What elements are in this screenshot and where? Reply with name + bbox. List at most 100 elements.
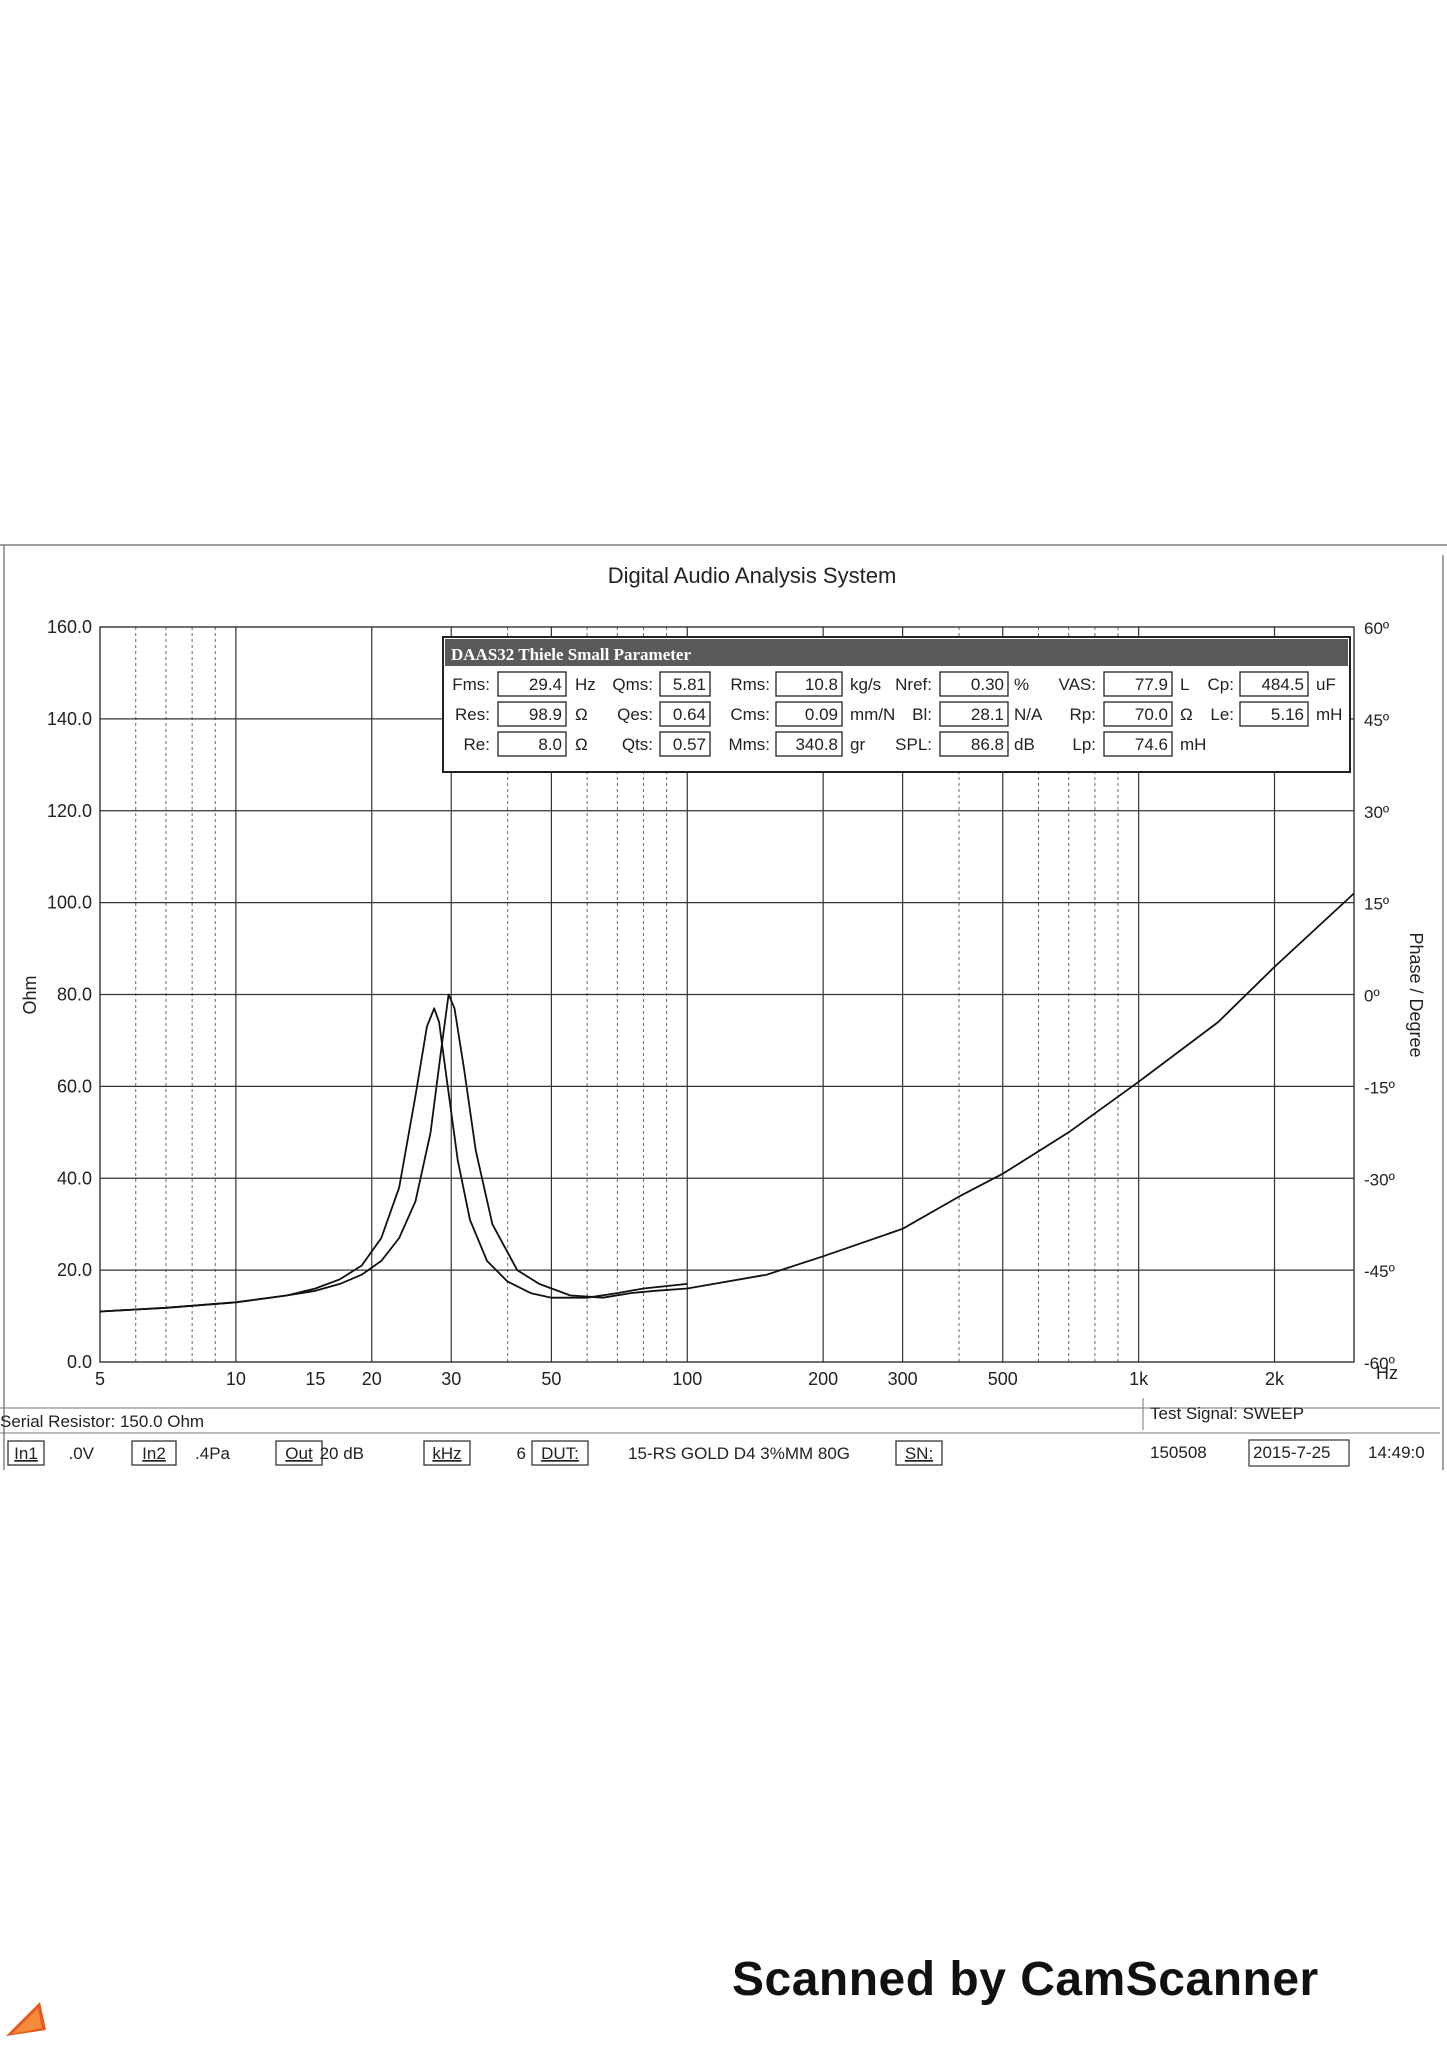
x-tick-label: 5 (95, 1369, 105, 1389)
test-signal: Test Signal: SWEEP (1150, 1404, 1304, 1423)
param-name: Lp: (1072, 735, 1096, 754)
impedance-curves (99, 892, 1355, 1313)
param-name: Mms: (728, 735, 770, 754)
param-unit: Hz (575, 675, 596, 694)
param-unit: N/A (1014, 705, 1043, 724)
footer-button-label: In1 (14, 1444, 38, 1463)
phase-tick-label: 15º (1364, 895, 1389, 914)
param-value: 0.57 (673, 735, 706, 754)
param-value: 28.1 (971, 705, 1004, 724)
param-value-box (1103, 731, 1173, 757)
param-value-box (659, 671, 711, 697)
footer-button[interactable] (895, 1440, 943, 1466)
y-tick-label: 160.0 (47, 617, 92, 637)
param-name: Re: (464, 735, 490, 754)
date-field: 2015-7-25 (1253, 1443, 1331, 1462)
param-value-box (1239, 671, 1309, 697)
param-unit: kg/s (850, 675, 881, 694)
footer-button[interactable] (131, 1440, 177, 1466)
param-name: Res: (455, 705, 490, 724)
y-tick-label: 120.0 (47, 801, 92, 821)
footer-value: 20 dB (320, 1444, 364, 1463)
footer-value: 6 (517, 1444, 526, 1463)
param-value-box (497, 671, 567, 697)
param-name: Qes: (617, 705, 653, 724)
phase-tick-label: 30º (1364, 803, 1389, 822)
param-name: Le: (1210, 705, 1234, 724)
param-value-box (1103, 671, 1173, 697)
param-unit: uF (1316, 675, 1336, 694)
param-value: 340.8 (795, 735, 838, 754)
footer-button-label: SN: (905, 1444, 933, 1463)
camscanner-logo-icon (4, 1998, 48, 2042)
param-name: Qts: (622, 735, 653, 754)
y-tick-label: 40.0 (57, 1168, 92, 1188)
phase-axis-tick-labels: -60º -45º -30º -15º 0º 15º 30º 45º 60º (1364, 619, 1395, 1373)
param-value: 74.6 (1135, 735, 1168, 754)
y-tick-label: 100.0 (47, 893, 92, 913)
footer-button[interactable] (7, 1440, 45, 1466)
param-value-box (939, 731, 1009, 757)
param-name: Rms: (730, 675, 770, 694)
x-tick-label: 30 (441, 1369, 461, 1389)
param-unit: dB (1014, 735, 1035, 754)
x-tick-label: 20 (362, 1369, 382, 1389)
impedance-curve-2 (99, 892, 1355, 1313)
param-value: 8.0 (538, 735, 562, 754)
footer-value: .0V (68, 1444, 94, 1463)
param-value-box (1103, 701, 1173, 727)
impedance-curve-1 (99, 1007, 688, 1313)
y-tick-label: 20.0 (57, 1260, 92, 1280)
param-name: Fms: (452, 675, 490, 694)
x-tick-label: 200 (808, 1369, 838, 1389)
param-value: 29.4 (529, 675, 562, 694)
window-title: Digital Audio Analysis System (608, 563, 897, 588)
footer-button[interactable] (531, 1440, 589, 1466)
param-value: 10.8 (805, 675, 838, 694)
param-name: VAS: (1059, 675, 1096, 694)
footer-button[interactable] (275, 1440, 323, 1466)
panel-title: DAAS32 Thiele Small Parameter (451, 645, 691, 664)
y-axis-tick-labels: 0.0 20.0 40.0 60.0 80.0 100.0 120.0 140.0 160.0 (47, 617, 92, 1372)
phase-tick-label: 45º (1364, 711, 1389, 730)
param-value-box (497, 701, 567, 727)
param-value-box (775, 701, 843, 727)
param-value-box (939, 671, 1009, 697)
param-value-box (775, 671, 843, 697)
param-value-box (659, 701, 711, 727)
param-value: 0.64 (673, 705, 706, 724)
param-name: Qms: (612, 675, 653, 694)
footer-button-label: DUT: (541, 1444, 579, 1463)
panel-title-bar (445, 639, 1348, 666)
param-name: Cms: (730, 705, 770, 724)
time-field: 14:49:0 (1368, 1443, 1425, 1462)
param-unit: gr (850, 735, 865, 754)
horizontal-gridlines (100, 718, 1354, 1271)
x-axis-unit: Hz (1376, 1363, 1398, 1383)
param-value: 70.0 (1135, 705, 1168, 724)
x-tick-label: 15 (305, 1369, 325, 1389)
param-value-box (775, 731, 843, 757)
param-unit: mH (1316, 705, 1342, 724)
param-value: 0.30 (971, 675, 1004, 694)
footer-button-label: kHz (432, 1444, 461, 1463)
footer-button-label: Out (285, 1444, 313, 1463)
phase-tick-label: 0º (1364, 987, 1380, 1006)
x-tick-label: 50 (541, 1369, 561, 1389)
phase-tick-label: -45º (1364, 1262, 1395, 1281)
phase-axis-label: Phase / Degree (1406, 932, 1426, 1057)
param-unit: % (1014, 675, 1029, 694)
param-value-box (659, 731, 711, 757)
impedance-chart: 0.020.040.060.080.0100.0120.0140.0160.0 … (20, 617, 1426, 1389)
y-tick-label: 0.0 (67, 1352, 92, 1372)
param-unit: mm/N (850, 705, 895, 724)
phase-tick-label: -60º (1364, 1354, 1395, 1373)
footer-button[interactable] (423, 1440, 471, 1466)
param-value: 77.9 (1135, 675, 1168, 694)
x-tick-label: 2k (1265, 1369, 1285, 1389)
param-value-box (1239, 701, 1309, 727)
param-value: 5.16 (1271, 705, 1304, 724)
x-tick-label: 300 (888, 1369, 918, 1389)
param-name: Rp: (1070, 705, 1096, 724)
